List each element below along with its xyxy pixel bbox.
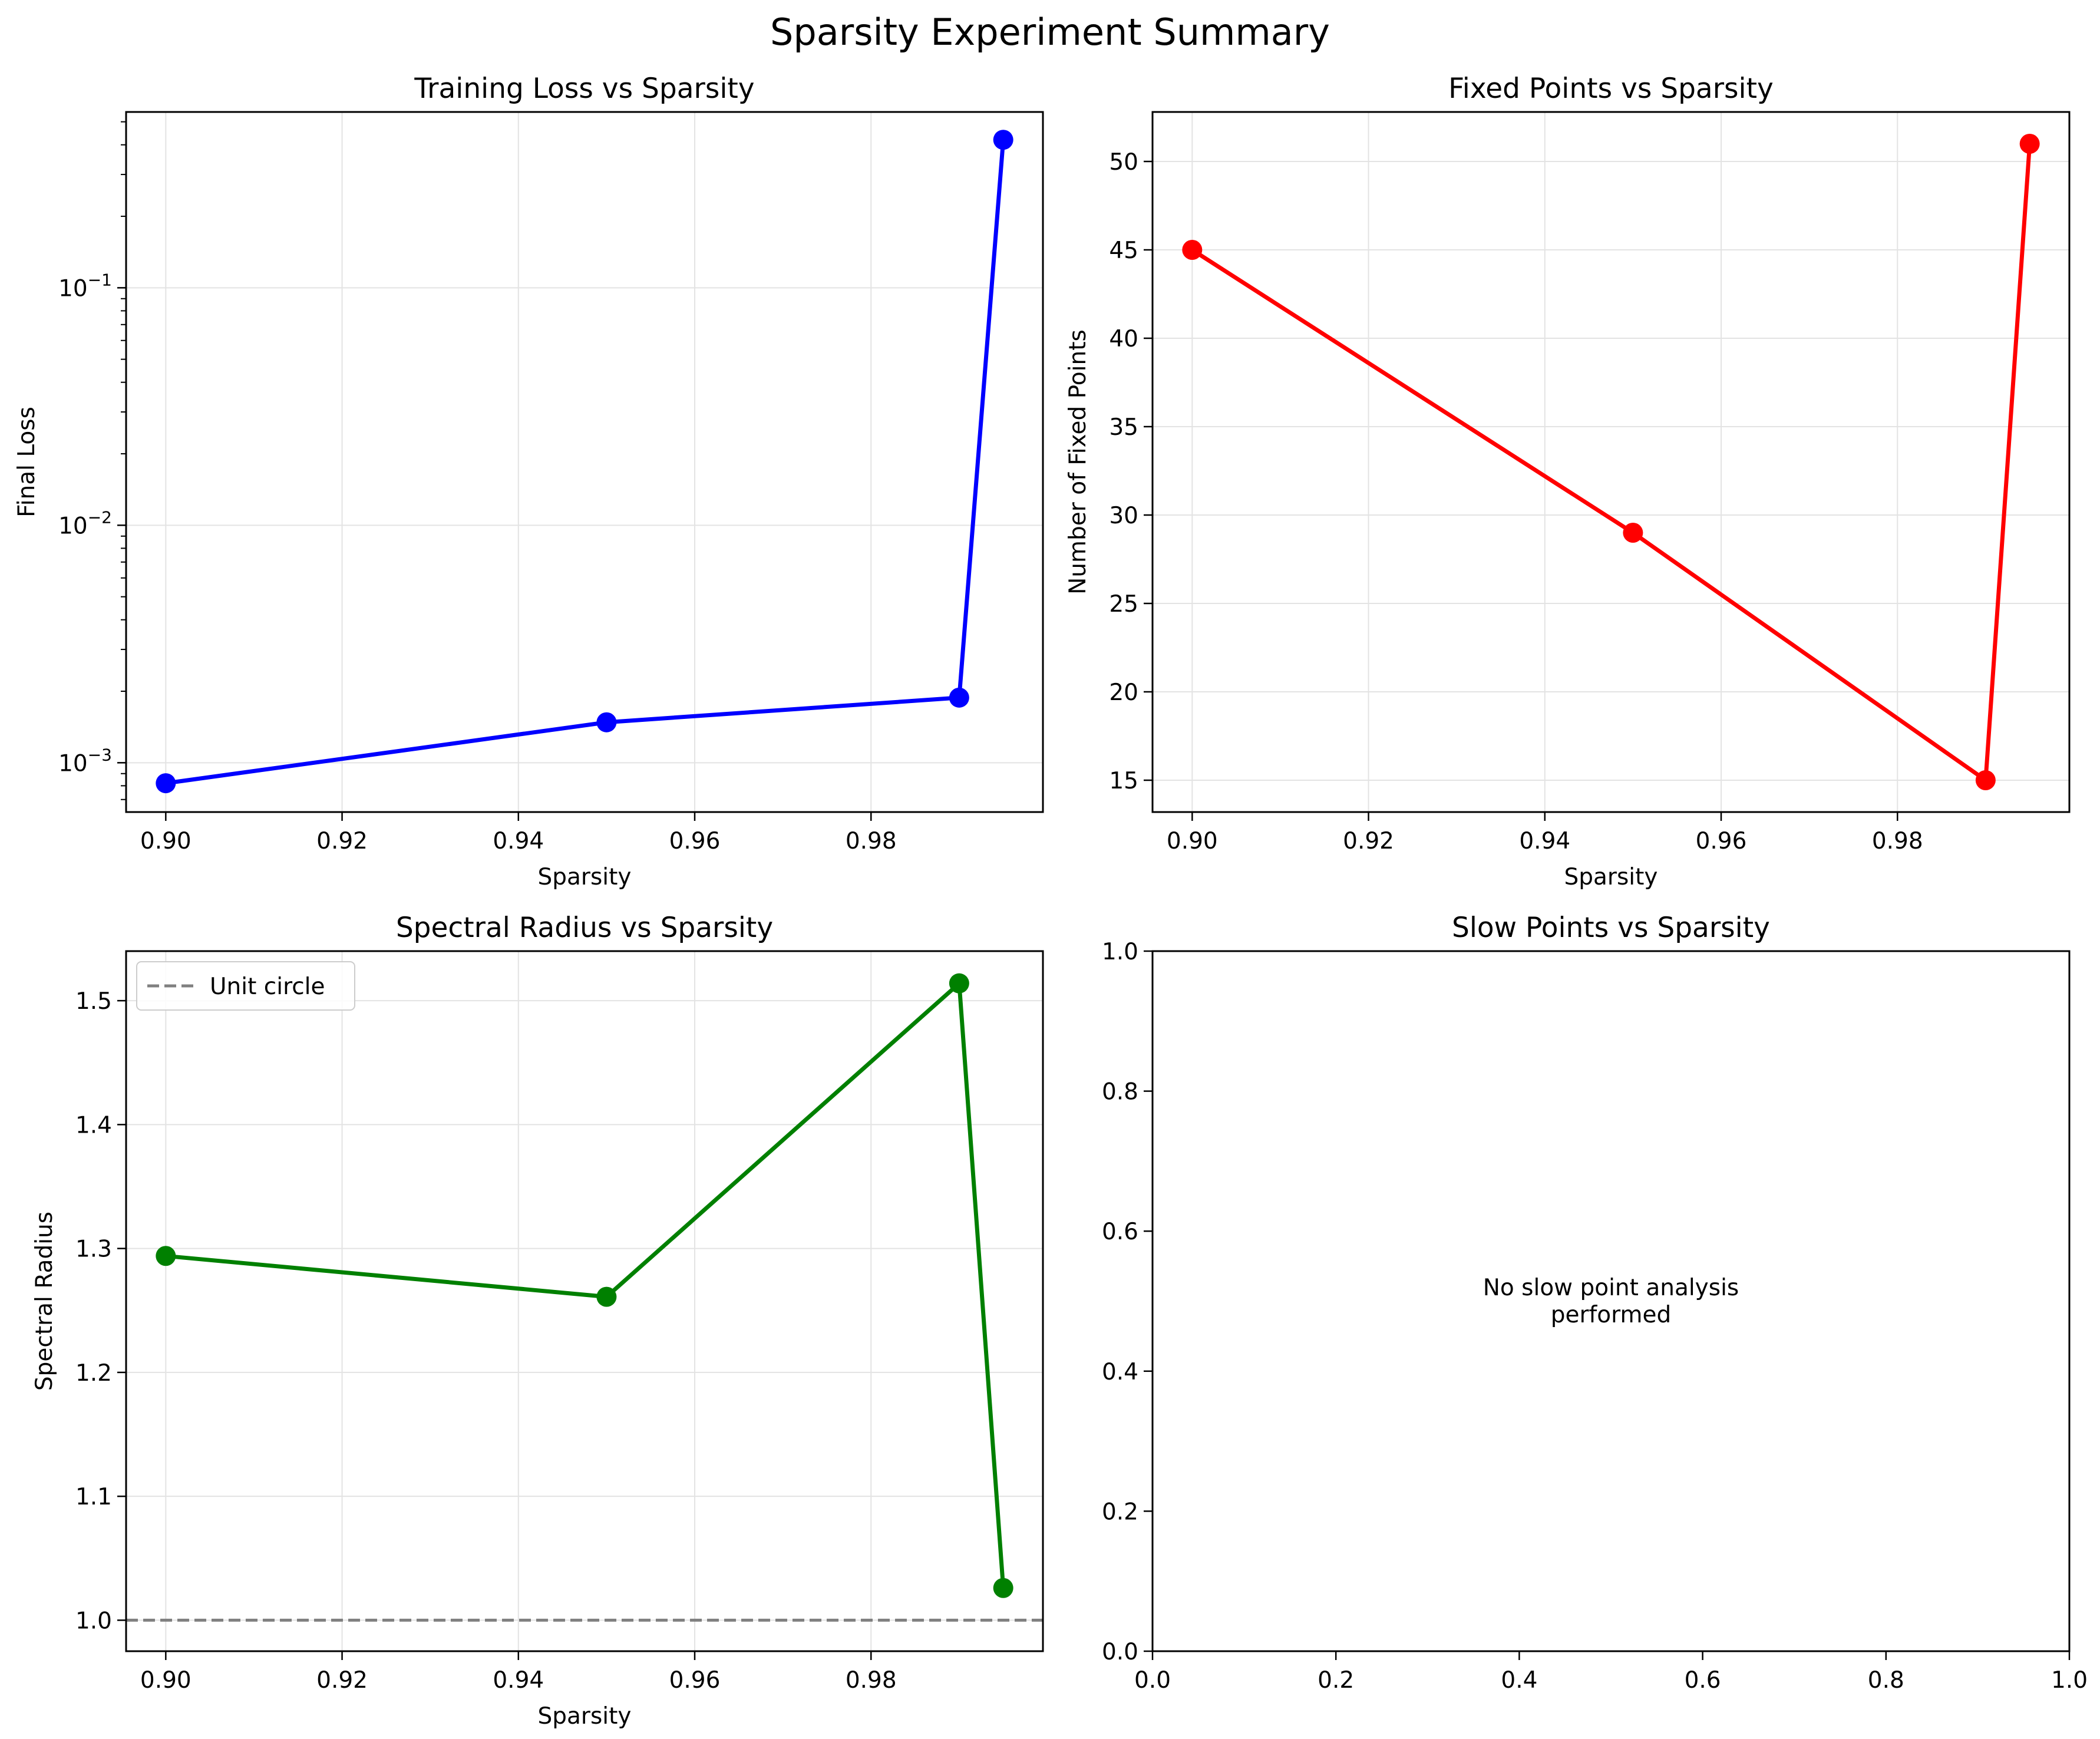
x-tick-label: 0.98 bbox=[846, 1667, 897, 1694]
y-tick-label: 0.6 bbox=[1102, 1219, 1138, 1245]
figure-title: Sparsity Experiment Summary bbox=[770, 11, 1330, 54]
x-tick-label: 0.92 bbox=[316, 1667, 368, 1694]
x-tick-label: 0.0 bbox=[1134, 1667, 1171, 1694]
x-tick-label: 0.96 bbox=[1696, 828, 1747, 854]
subplot-3: 0.90 0.92 0.94 0.96 0.98 1.0 1.1 1.2 1.3 1.4 1.5 Un… bbox=[31, 912, 1044, 1730]
axes-frame bbox=[1151, 111, 2071, 813]
y-tick-label: 1.5 bbox=[75, 988, 112, 1015]
y-tick-label: 1.0 bbox=[75, 1608, 112, 1634]
x-axis-label: Sparsity bbox=[538, 864, 632, 890]
x-tick-label: 0.4 bbox=[1501, 1667, 1537, 1694]
subplot-2: 0.90 0.92 0.94 0.96 0.98 15 20 25 30 35 40 45 50 Fixe… bbox=[1065, 72, 2071, 890]
x-tick-label: 0.96 bbox=[669, 1667, 721, 1694]
y-tick-label: 0.2 bbox=[1102, 1499, 1138, 1525]
y-tick-label: 1.3 bbox=[75, 1236, 112, 1263]
annotation-text: performed bbox=[1551, 1302, 1671, 1328]
series-line bbox=[165, 139, 1006, 786]
legend-box bbox=[136, 961, 355, 1011]
x-tick-label: 0.92 bbox=[1343, 828, 1394, 854]
x-axis-label: Sparsity bbox=[538, 1703, 632, 1730]
x-tick-label: 0.98 bbox=[1872, 828, 1923, 854]
y-tick-label: 35 bbox=[1109, 414, 1138, 441]
data-point bbox=[2019, 134, 2040, 154]
data-point bbox=[949, 973, 969, 994]
y-tick-label: 1.1 bbox=[75, 1484, 112, 1510]
x-tick-label: 0.96 bbox=[669, 828, 721, 854]
data-point bbox=[596, 1286, 617, 1307]
x-tick-label: 0.6 bbox=[1685, 1667, 1721, 1694]
axes-frame bbox=[125, 111, 1044, 813]
y-tick-label: 50 bbox=[1109, 149, 1138, 176]
series-line bbox=[165, 981, 1006, 1589]
data-point bbox=[993, 1578, 1013, 1598]
y-tick-label: 40 bbox=[1109, 326, 1138, 352]
x-tick-label: 0.90 bbox=[1167, 828, 1218, 854]
axes-frame bbox=[125, 950, 1044, 1652]
y-axis-label: Final Loss bbox=[14, 407, 40, 517]
subplot-title: Spectral Radius vs Sparsity bbox=[396, 912, 773, 944]
y-tick-label: 20 bbox=[1109, 679, 1138, 706]
x-tick-label: 0.8 bbox=[1868, 1667, 1904, 1694]
x-axis-label: Sparsity bbox=[1564, 864, 1658, 890]
axes-frame bbox=[1151, 950, 2071, 1652]
y-tick-label: 30 bbox=[1109, 503, 1138, 529]
y-tick-label: 1.4 bbox=[75, 1112, 112, 1139]
subplot-4: 0.0 0.2 0.4 0.6 0.8 1.0 0.0 0.2 0.4 0.6 0.8 1.0 No s… bbox=[1102, 912, 2088, 1694]
y-axis-label: Number of Fixed Points bbox=[1065, 329, 1091, 595]
y-tick-label: 45 bbox=[1109, 237, 1138, 264]
y-tick-label: 10−2 bbox=[58, 507, 112, 539]
y-tick-label: 1.2 bbox=[75, 1360, 112, 1387]
x-tick-label: 0.90 bbox=[140, 1667, 191, 1694]
data-point bbox=[1975, 770, 1996, 790]
y-tick-label: 10−1 bbox=[58, 270, 112, 302]
x-tick-label: 0.94 bbox=[493, 1667, 544, 1694]
subplots: 0.90 0.92 0.94 0.96 0.98 10−3 10−2 10−1 Training… bbox=[14, 72, 2088, 1730]
x-tick-label: 0.92 bbox=[316, 828, 368, 854]
y-axis-label: Spectral Radius bbox=[31, 1212, 58, 1391]
y-tick-label: 1.0 bbox=[1102, 939, 1138, 965]
data-point bbox=[156, 1246, 176, 1266]
annotation-text: No slow point analysis bbox=[1483, 1275, 1739, 1301]
y-tick-label: 0.8 bbox=[1102, 1079, 1138, 1106]
subplot-title: Fixed Points vs Sparsity bbox=[1448, 72, 1774, 105]
y-tick-label: 25 bbox=[1109, 591, 1138, 618]
data-point bbox=[993, 130, 1013, 150]
data-point bbox=[949, 687, 969, 708]
data-point bbox=[156, 773, 176, 794]
y-tick-label: 0.4 bbox=[1102, 1359, 1138, 1385]
subplot-title: Slow Points vs Sparsity bbox=[1452, 912, 1770, 944]
data-point bbox=[1623, 523, 1643, 543]
x-tick-label: 0.2 bbox=[1318, 1667, 1354, 1694]
y-tick-label: 15 bbox=[1109, 768, 1138, 794]
y-tick-label: 10−3 bbox=[58, 745, 112, 777]
x-tick-label: 0.98 bbox=[846, 828, 897, 854]
subplot-1: 0.90 0.92 0.94 0.96 0.98 10−3 10−2 10−1 Training… bbox=[14, 72, 1044, 890]
series-line bbox=[1191, 143, 2032, 783]
y-tick-label: 0.0 bbox=[1102, 1639, 1138, 1665]
data-point bbox=[1182, 240, 1203, 260]
x-tick-label: 0.90 bbox=[140, 828, 191, 854]
data-point bbox=[596, 712, 617, 732]
x-tick-label: 0.94 bbox=[1519, 828, 1570, 854]
x-tick-label: 1.0 bbox=[2051, 1667, 2088, 1694]
legend-entry: Unit circle bbox=[210, 974, 325, 1000]
subplot-title: Training Loss vs Sparsity bbox=[414, 72, 754, 105]
x-tick-label: 0.94 bbox=[493, 828, 544, 854]
